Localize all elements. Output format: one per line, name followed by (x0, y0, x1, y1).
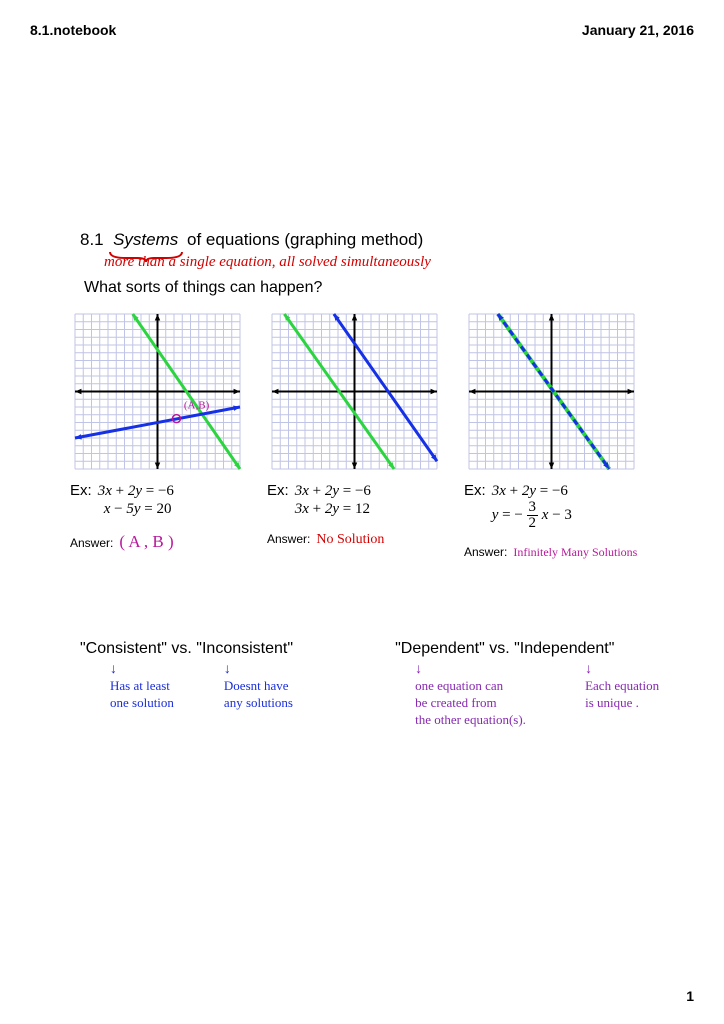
consistent-header: "Consistent" vs. "Inconsistent" (80, 640, 355, 658)
ex3-row: Ex: 3x + 2y = −6 y = − 32 x − 3 (464, 482, 639, 531)
graph-1: (A,B) (70, 309, 245, 474)
arrow-icon: ↓ (415, 662, 555, 678)
section-number: 8.1 (80, 230, 104, 249)
section-title: 8.1 Systems of equations (graphing metho… (80, 230, 680, 250)
ex2-ans-row: Answer: No Solution (267, 532, 442, 548)
ex1-label: Ex: (70, 482, 92, 518)
ex2-eq2: 3x + 2y = 12 (295, 501, 370, 517)
independent-note: Each equationis unique . (585, 678, 659, 712)
ex1-eqs: 3x + 2y = −6 x − 5y = 20 (98, 482, 174, 518)
ex3-ans-label: Answer: (464, 545, 507, 559)
ex1-eq1: 3x + 2y = −6 (98, 483, 174, 499)
ex1-ans-label: Answer: (70, 536, 113, 550)
inconsistent-block: ↓ Doesnt haveany solutions (224, 662, 293, 712)
graph-2-wrap: Ex: 3x + 2y = −6 3x + 2y = 12 Answer: No… (267, 309, 442, 560)
ex2-answer: No Solution (316, 532, 384, 548)
brace-underline (108, 250, 184, 264)
graph-2 (267, 309, 442, 474)
arrow-icon: ↓ (585, 662, 659, 678)
consistent-block: ↓ Has at leastone solution (110, 662, 174, 712)
independent-block: ↓ Each equationis unique . (585, 662, 659, 729)
dependent-col: "Dependent" vs. "Independent" ↓ one equa… (395, 640, 680, 729)
ex1-row: Ex: 3x + 2y = −6 x − 5y = 20 (70, 482, 245, 518)
consistent-col: "Consistent" vs. "Inconsistent" ↓ Has at… (80, 640, 355, 729)
ex3-eq2: y = − 32 x − 3 (492, 507, 572, 523)
ex2-ans-label: Answer: (267, 532, 310, 546)
dependent-block: ↓ one equation canbe created fromthe oth… (415, 662, 555, 729)
graphs-row: (A,B) Ex: 3x + 2y = −6 x − 5y = 20 Answe… (70, 309, 680, 560)
subquestion: What sorts of things can happen? (84, 279, 680, 297)
ex1-eq2: x − 5y = 20 (104, 501, 172, 517)
ex3-answer: Infinitely Many Solutions (513, 545, 637, 560)
graph-1-wrap: (A,B) Ex: 3x + 2y = −6 x − 5y = 20 Answe… (70, 309, 245, 560)
graph-3-wrap: Ex: 3x + 2y = −6 y = − 32 x − 3 Answer: … (464, 309, 639, 560)
dependent-header: "Dependent" vs. "Independent" (395, 640, 680, 658)
ex1-answer: ( A , B ) (119, 532, 173, 552)
ex2-eq1: 3x + 2y = −6 (295, 483, 371, 499)
terms-section: "Consistent" vs. "Inconsistent" ↓ Has at… (80, 640, 680, 729)
ex3-ans-row: Answer: Infinitely Many Solutions (464, 545, 639, 560)
dependent-note: one equation canbe created fromthe other… (415, 678, 555, 729)
red-annotation: more than a single equation, all solved … (104, 254, 680, 271)
systems-word: Systems (113, 230, 178, 249)
ex2-eqs: 3x + 2y = −6 3x + 2y = 12 (295, 482, 371, 518)
ex2-row: Ex: 3x + 2y = −6 3x + 2y = 12 (267, 482, 442, 518)
title-rest: of equations (graphing method) (187, 230, 423, 249)
header-left: 8.1.notebook (30, 22, 116, 38)
arrow-icon: ↓ (224, 662, 293, 678)
consistent-note: Has at leastone solution (110, 678, 174, 712)
ex2-label: Ex: (267, 482, 289, 518)
arrow-icon: ↓ (110, 662, 174, 678)
page-number: 1 (686, 988, 694, 1004)
ex3-eq1: 3x + 2y = −6 (492, 483, 568, 499)
ex1-ans-row: Answer: ( A , B ) (70, 532, 245, 552)
ex3-label: Ex: (464, 482, 486, 531)
ex3-eqs: 3x + 2y = −6 y = − 32 x − 3 (492, 482, 572, 531)
main-content: 8.1 Systems of equations (graphing metho… (80, 230, 680, 560)
header-right: January 21, 2016 (582, 22, 694, 38)
graph-3 (464, 309, 639, 474)
svg-text:(A,B): (A,B) (184, 400, 210, 412)
inconsistent-note: Doesnt haveany solutions (224, 678, 293, 712)
